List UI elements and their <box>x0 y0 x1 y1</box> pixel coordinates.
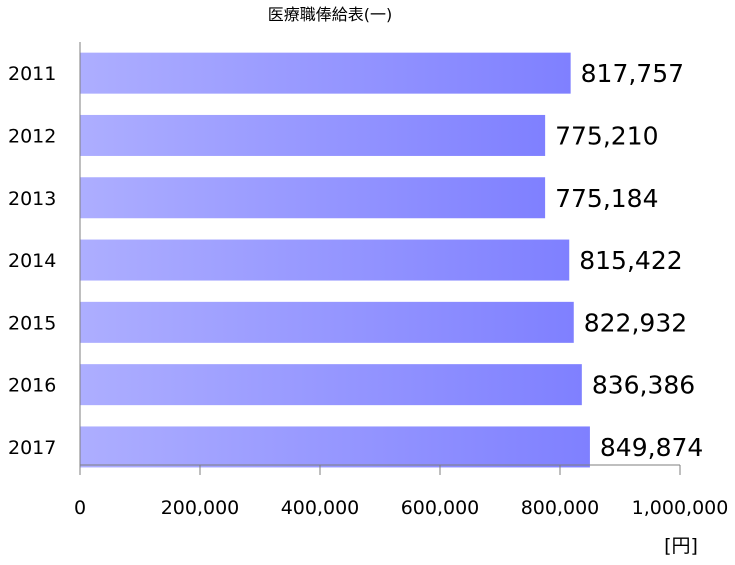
data-label-2013: 775,184 <box>555 184 658 213</box>
bar-2016 <box>80 364 582 406</box>
x-tick-label-4: 800,000 <box>521 497 600 519</box>
category-label-2017: 2017 <box>8 437 56 459</box>
bar-2011 <box>80 52 571 94</box>
bar-2017 <box>80 426 590 468</box>
category-label-2015: 2015 <box>8 312 56 334</box>
x-tick-label-5: 1,000,000 <box>632 497 729 519</box>
x-tick-label-3: 600,000 <box>401 497 480 519</box>
data-label-2015: 822,932 <box>584 308 687 337</box>
x-tick-label-2: 400,000 <box>281 497 360 519</box>
data-label-2014: 815,422 <box>579 246 682 275</box>
category-label-2014: 2014 <box>8 250 56 272</box>
bars-layer: 2011 817,757 2012 775,210 2013 775,184 2014 815… <box>8 52 703 468</box>
data-label-2011: 817,757 <box>581 59 684 88</box>
data-label-2017: 849,874 <box>600 433 703 462</box>
bar-2015 <box>80 301 574 343</box>
chart-title: 医療職俸給表(一) <box>268 5 393 24</box>
x-tick-label-1: 200,000 <box>161 497 240 519</box>
category-label-2011: 2011 <box>8 63 56 85</box>
bar-2013 <box>80 177 546 219</box>
x-axis: 0 200,000 400,000 600,000 800,000 1,000,000 <box>74 42 728 519</box>
category-label-2012: 2012 <box>8 125 56 147</box>
bar-2012 <box>80 114 546 156</box>
data-label-2012: 775,210 <box>555 121 658 150</box>
category-label-2016: 2016 <box>8 375 56 397</box>
unit-label: [円] <box>664 535 698 557</box>
x-tick-label-0: 0 <box>74 497 86 519</box>
data-label-2016: 836,386 <box>592 371 695 400</box>
bar-2014 <box>80 239 570 281</box>
category-label-2013: 2013 <box>8 188 56 210</box>
